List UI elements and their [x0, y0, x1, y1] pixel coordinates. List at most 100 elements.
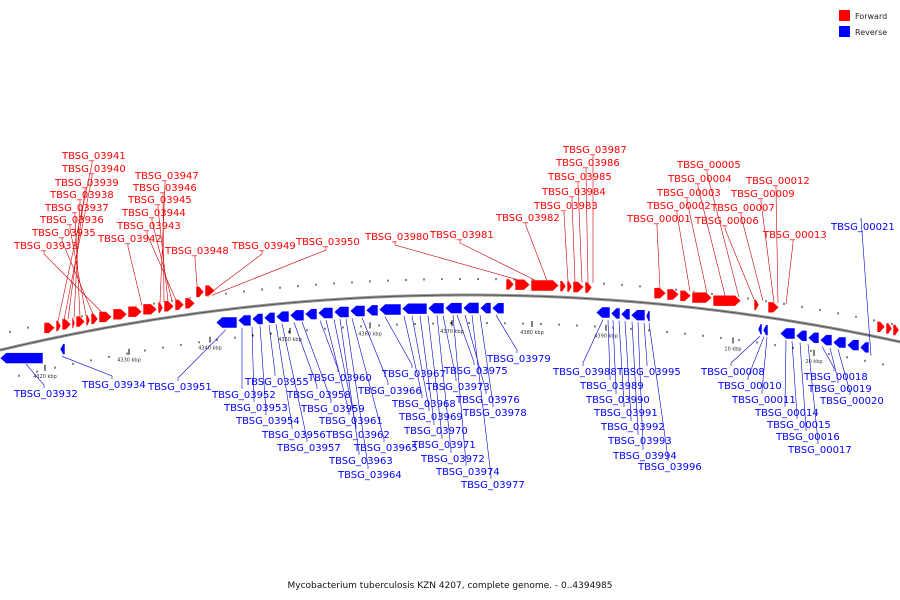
forward-gene-arrow [666, 288, 680, 301]
forward-gene-arrow [559, 280, 567, 293]
label-leader-line [618, 320, 625, 407]
reverse-gene-arrow [620, 308, 631, 321]
label-leader-line [73, 200, 81, 318]
label-leader-line [419, 315, 435, 425]
label-leader-line [785, 240, 794, 305]
forward-gene-arrow [55, 320, 62, 332]
reverse-gene-label: TBSG_03971 [411, 440, 476, 451]
label-leader-line [301, 321, 332, 403]
reverse-gene-label: TBSG_03975 [443, 366, 508, 377]
label-leader-line [333, 319, 357, 429]
reverse-gene-arrow [859, 341, 870, 354]
reverse-gene-label: TBSG_03965 [353, 443, 418, 454]
tick-label: 4350 kbp [278, 337, 302, 343]
tick-label: 4370 kbp [440, 329, 464, 335]
reverse-gene-arrow [304, 308, 318, 320]
reverse-gene-label: TBSG_03972 [420, 454, 485, 465]
label-leader-line [384, 316, 413, 368]
label-leader-line [624, 321, 632, 421]
label-leader-line [784, 340, 787, 407]
genome-backbone-core [0, 294, 900, 351]
reverse-gene-arrow [427, 302, 445, 315]
label-leader-line [394, 242, 518, 280]
forward-gene-label: TBSG_03935 [31, 228, 96, 239]
reverse-gene-arrow [317, 307, 334, 319]
reverse-gene-arrow [757, 323, 763, 336]
reverse-gene-label: TBSG_03974 [435, 467, 500, 478]
forward-gene-label: TBSG_03950 [295, 237, 360, 248]
forward-gene-label: TBSG_00013 [762, 230, 827, 241]
label-leader-line [146, 231, 177, 301]
forward-gene-arrow [112, 308, 128, 321]
forward-gene-arrow [184, 297, 196, 310]
forward-gene-label: TBSG_03986 [555, 158, 620, 169]
label-leader-line [577, 182, 583, 283]
forward-gene-label: TBSG_03937 [44, 203, 109, 214]
reverse-gene-label: TBSG_00017 [787, 445, 852, 456]
reverse-gene-label: TBSG_00019 [807, 384, 872, 395]
reverse-gene-label: TBSG_03993 [607, 436, 672, 447]
reverse-gene-label: TBSG_03964 [337, 470, 402, 481]
reverse-gene-label: TBSG_03994 [612, 451, 677, 462]
reverse-gene-label: TBSG_03967 [381, 369, 446, 380]
reverse-gene-label: TBSG_03966 [357, 386, 422, 397]
forward-gene-label: TBSG_03947 [134, 171, 199, 182]
forward-gene-label: TBSG_00006 [694, 216, 759, 227]
forward-gene-label: TBSG_03940 [61, 164, 126, 175]
forward-gene-arrow [653, 287, 667, 300]
forward-gene-label: TBSG_00012 [745, 176, 810, 187]
label-leader-line [293, 322, 318, 389]
reverse-gene-label: TBSG_03957 [276, 443, 341, 454]
label-leader-line [656, 224, 661, 289]
label-leader-line [427, 315, 443, 439]
label-leader-line [57, 161, 93, 322]
tick-label: 10 kbp [724, 347, 741, 353]
label-leader-line [607, 319, 611, 380]
forward-gene-arrow [43, 322, 56, 334]
reverse-gene-arrow [846, 339, 860, 351]
reverse-gene-arrow [779, 327, 796, 340]
forward-gene-arrow [767, 301, 780, 314]
label-leader-line [325, 319, 350, 415]
label-leader-line [724, 226, 755, 300]
label-leader-line [775, 186, 779, 303]
forward-gene-arrow [98, 311, 113, 323]
reverse-gene-arrow [237, 314, 252, 327]
label-leader-line [452, 315, 467, 466]
label-leader-line [761, 337, 768, 394]
tick-label: 4330 kbp [117, 358, 141, 364]
label-leader-line [495, 315, 518, 353]
forward-gene-label: TBSG_03981 [429, 230, 494, 241]
reverse-gene-label: TBSG_03973 [425, 382, 490, 393]
forward-gene-arrow [75, 315, 86, 328]
reverse-gene-label: TBSG_03960 [307, 373, 372, 384]
forward-gene-label: TBSG_03933 [13, 241, 78, 252]
reverse-gene-label: TBSG_03979 [486, 354, 551, 365]
forward-gene-label: TBSG_00002 [646, 201, 711, 212]
reverse-gene-arrow [349, 305, 366, 317]
label-leader-line [821, 346, 835, 371]
forward-gene-label: TBSG_03948 [164, 246, 229, 257]
reverse-gene-label: TBSG_00014 [754, 408, 819, 419]
label-leader-line [456, 314, 475, 365]
label-leader-line [648, 323, 669, 461]
forward-gene-arrow [163, 300, 175, 313]
forward-gene-arrow [892, 324, 900, 336]
reverse-gene-label: TBSG_03968 [391, 399, 456, 410]
reverse-gene-label: TBSG_03988 [552, 367, 617, 378]
label-leader-line [479, 314, 494, 407]
forward-gene-arrow [85, 314, 91, 327]
forward-gene-label: TBSG_03945 [127, 195, 192, 206]
forward-gene-arrow [572, 281, 585, 293]
forward-gene-label: TBSG_03984 [541, 187, 606, 198]
label-leader-line [275, 324, 293, 429]
forward-gene-label: TBSG_00007 [710, 203, 775, 214]
label-leader-line [571, 197, 576, 282]
label-leader-line [69, 225, 87, 316]
label-leader-line [697, 184, 726, 296]
forward-gene-label: TBSG_03987 [562, 145, 627, 156]
forward-gene-label: TBSG_03943 [116, 221, 181, 232]
reverse-gene-label: TBSG_03995 [616, 367, 681, 378]
forward-gene-label: TBSG_03936 [39, 215, 104, 226]
label-leader-line [686, 198, 708, 294]
